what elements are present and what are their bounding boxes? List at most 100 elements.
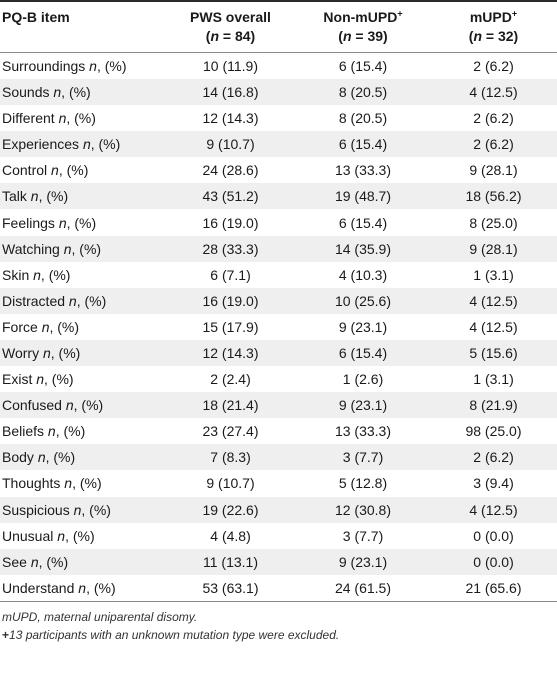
item-name: Surroundings <box>2 58 86 74</box>
item-suffix: n, (%) <box>78 579 116 596</box>
item-suffix: n, (%) <box>64 475 102 492</box>
cell-mupd: 0 (0.0) <box>473 527 514 544</box>
table-row: Distracted n, (%) 16 (19.0) 10 (25.6) 4 (12… <box>0 287 557 314</box>
cell-item: Thoughts n, (%) <box>0 470 165 496</box>
item-suffix: n, (%) <box>65 397 104 414</box>
table-row: Sounds n, (%) 14 (16.8) 8 (20.5) 4 (12.5) <box>0 79 557 106</box>
note-exclusion: +13 participants with an unknown mutatio… <box>2 627 340 642</box>
cell-mupd: 3 (9.4) <box>473 475 514 492</box>
item-suffix: n, (%) <box>41 318 80 335</box>
cell-item: Skin n, (%) <box>0 262 165 288</box>
table-row: Feelings n, (%) 16 (19.0) 6 (15.4) 8 (25.0) <box>0 209 557 235</box>
table-bottom-rule <box>0 600 557 602</box>
cell-non: 8 (20.5) <box>338 110 388 127</box>
cell-pws: 12 (14.3) <box>202 344 259 361</box>
cell-item: Surroundings n, (%) <box>0 53 165 80</box>
table-row: Surroundings n, (%) 10 (11.9) 6 (15.4) 2 (6… <box>0 53 557 80</box>
item-name: Confused <box>2 397 62 414</box>
table-notes: mUPD, maternal uniparental disomy. +13 p… <box>0 602 557 644</box>
cell-item: Worry n, (%) <box>0 340 165 366</box>
cell-item: Unusual n, (%) <box>0 523 165 549</box>
item-suffix: n, (%) <box>58 110 96 127</box>
table-row: See n, (%) 11 (13.1) 9 (23.1) 0 (0.0) <box>0 548 557 575</box>
cell-non: 12 (30.8) <box>334 501 392 518</box>
cell-item: Distracted n, (%) <box>0 288 165 314</box>
table-row: Beliefs n, (%) 23 (27.4) 13 (33.3) 98 (25.0… <box>0 418 557 444</box>
cell-mupd: 2 (6.2) <box>473 136 514 153</box>
cell-mupd: 2 (6.2) <box>473 110 514 127</box>
cell-pws: 4 (4.8) <box>210 527 251 544</box>
table-row: Suspicious n, (%) 19 (22.6) 12 (30.8) 4 (12… <box>0 496 557 523</box>
cell-pws: 23 (27.4) <box>202 423 259 440</box>
item-suffix: n, (%) <box>33 266 71 283</box>
table-row: Body n, (%) 7 (8.3) 3 (7.7) 2 (6.2) <box>0 444 557 471</box>
cell-non: 4 (10.3) <box>338 266 388 283</box>
cell-item: Confused n, (%) <box>0 392 165 418</box>
item-suffix: n, (%) <box>73 501 111 518</box>
item-name: Body <box>2 449 34 466</box>
header-mupd-n: (n = 32) <box>468 28 519 44</box>
cell-pws: 16 (19.0) <box>202 292 259 309</box>
cell-mupd: 18 (56.2) <box>465 188 522 205</box>
item-name: Exist <box>2 371 33 388</box>
cell-non: 8 (20.5) <box>338 84 388 101</box>
cell-pws: 24 (28.6) <box>202 162 259 179</box>
cell-pws: 16 (19.0) <box>202 214 259 231</box>
cell-item: Exist n, (%) <box>0 366 165 392</box>
item-name: Force <box>2 318 38 335</box>
header-pws-overall: PWS overall (n = 84) <box>165 1 296 53</box>
cell-mupd: 21 (65.6) <box>465 579 522 596</box>
item-suffix: n, (%) <box>42 344 81 361</box>
cell-mupd: 8 (21.9) <box>469 397 518 414</box>
item-name: Sounds <box>2 84 50 101</box>
cell-mupd: 98 (25.0) <box>465 423 522 440</box>
cell-pws: 2 (2.4) <box>210 371 251 388</box>
cell-non: 9 (23.1) <box>338 318 388 335</box>
table-row: Talk n, (%) 43 (51.2) 19 (48.7) 18 (56.2) <box>0 183 557 210</box>
cell-mupd: 4 (12.5) <box>469 84 518 101</box>
cell-mupd: 8 (25.0) <box>469 214 518 231</box>
item-suffix: n, (%) <box>89 58 127 74</box>
cell-pws: 18 (21.4) <box>202 397 259 414</box>
cell-mupd: 1 (3.1) <box>473 371 514 388</box>
cell-pws: 10 (11.9) <box>203 58 258 74</box>
item-name: Suspicious <box>2 501 70 518</box>
header-pqb-item: PQ-B item <box>0 1 165 53</box>
table-body: Surroundings n, (%) 10 (11.9) 6 (15.4) 2 (6… <box>0 53 557 601</box>
cell-non: 3 (7.7) <box>342 527 384 544</box>
cell-pws: 15 (17.9) <box>202 318 259 335</box>
cell-mupd: 4 (12.5) <box>469 318 518 335</box>
item-name: Unusual <box>2 527 54 544</box>
item-suffix: n, (%) <box>68 292 107 309</box>
item-name: Beliefs <box>2 423 45 440</box>
cell-mupd: 2 (6.2) <box>473 449 514 466</box>
cell-non: 6 (15.4) <box>338 136 388 153</box>
table-row: Confused n, (%) 18 (21.4) 9 (23.1) 8 (21.9) <box>0 392 557 419</box>
cell-item: Different n, (%) <box>0 105 165 131</box>
cell-item: Experiences n, (%) <box>0 131 165 157</box>
item-name: Skin <box>2 266 30 283</box>
cell-non: 5 (12.8) <box>338 475 388 492</box>
item-name: Understand <box>2 579 75 596</box>
cell-item: Sounds n, (%) <box>0 79 165 105</box>
cell-pws: 28 (33.3) <box>202 240 259 257</box>
cell-item: Feelings n, (%) <box>0 209 165 235</box>
cell-non: 13 (33.3) <box>334 423 392 440</box>
cell-pws: 6 (7.1) <box>210 266 251 283</box>
cell-item: Control n, (%) <box>0 157 165 183</box>
item-suffix: n, (%) <box>37 449 76 466</box>
cell-non: 6 (15.4) <box>338 214 388 231</box>
cell-pws: 14 (16.8) <box>202 84 259 101</box>
cell-non: 13 (33.3) <box>334 162 392 179</box>
cell-non: 9 (23.1) <box>338 553 388 570</box>
table-row: Unusual n, (%) 4 (4.8) 3 (7.7) 0 (0.0) <box>0 523 557 549</box>
item-suffix: n, (%) <box>58 214 97 231</box>
header-mupd: mUPD+ (n = 32) <box>430 1 557 53</box>
cell-non: 1 (2.6) <box>342 371 384 388</box>
item-suffix: n, (%) <box>51 162 89 179</box>
item-name: Thoughts <box>2 475 61 492</box>
cell-pws: 11 (13.1) <box>203 553 258 570</box>
table-row: Understand n, (%) 53 (63.1) 24 (61.5) 21 (6… <box>0 575 557 601</box>
cell-pws: 12 (14.3) <box>202 110 259 127</box>
